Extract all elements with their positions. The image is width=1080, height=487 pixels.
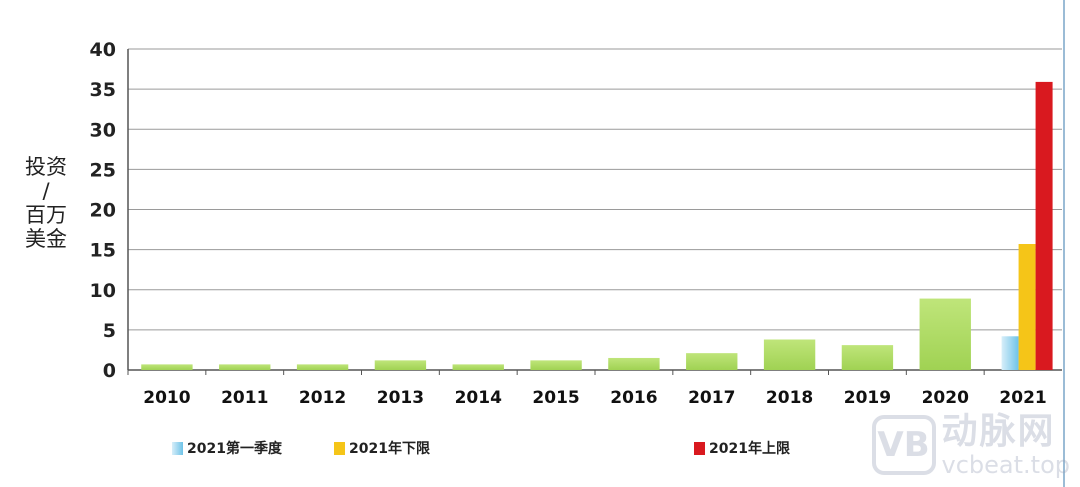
legend-swatch-lower <box>334 441 345 455</box>
y-tick-label: 35 <box>90 79 116 101</box>
x-tick-label: 2021 <box>999 388 1046 408</box>
x-tick-label: 2018 <box>766 388 813 408</box>
y-tick-label: 25 <box>90 159 116 181</box>
y-axis-title-line: 美金 <box>25 227 67 251</box>
legend-item-upper: 2021年上限 <box>694 438 790 458</box>
x-tick-label: 2016 <box>610 388 657 408</box>
bar <box>1018 244 1036 370</box>
x-tick-label: 2012 <box>299 388 346 408</box>
y-tick-label: 20 <box>90 200 116 222</box>
watermark: VB 动脉网 vcbeat.top <box>871 411 1070 479</box>
bar <box>841 345 894 370</box>
legend-swatch-q1 <box>172 441 183 455</box>
bar <box>1035 81 1053 370</box>
legend-item-q1: 2021第一季度 <box>172 438 282 458</box>
y-tick-label: 0 <box>103 360 116 382</box>
y-axis-title: 投资 / 百万 美金 <box>10 155 82 251</box>
y-tick-label: 30 <box>90 119 116 141</box>
y-tick-label: 10 <box>90 280 116 302</box>
y-tick-label: 40 <box>90 39 116 61</box>
legend-swatch-upper <box>694 441 705 455</box>
bar <box>919 298 971 370</box>
bar <box>763 339 816 370</box>
x-tick-label: 2015 <box>532 388 579 408</box>
legend-item-lower: 2021年下限 <box>334 438 430 458</box>
bar <box>296 364 349 370</box>
y-tick-label: 5 <box>103 320 116 342</box>
watermark-name: 动脉网 <box>941 411 1056 452</box>
bar <box>1001 336 1019 370</box>
watermark-url: vcbeat.top <box>941 451 1070 479</box>
legend-label-upper: 2021年上限 <box>709 441 790 457</box>
bar <box>686 353 738 370</box>
y-axis-title-line: 百万 <box>25 203 67 227</box>
y-axis-title-line: / <box>42 179 50 203</box>
x-tick-label: 2011 <box>221 388 268 408</box>
bar <box>141 364 193 370</box>
y-tick-label: 15 <box>90 240 116 262</box>
x-tick-label: 2013 <box>377 388 424 408</box>
x-tick-label: 2010 <box>143 388 190 408</box>
bar <box>374 360 427 370</box>
legend-label-q1: 2021第一季度 <box>187 441 282 457</box>
bar <box>530 360 582 370</box>
x-tick-label: 2017 <box>688 388 735 408</box>
bar <box>608 357 660 370</box>
x-tick-label: 2014 <box>455 388 502 408</box>
x-tick-label: 2019 <box>844 388 891 408</box>
x-tick-label: 2020 <box>922 388 969 408</box>
bar <box>219 364 271 370</box>
bar <box>452 364 504 370</box>
legend-label-lower: 2021年下限 <box>349 441 430 457</box>
watermark-logo-icon: VB <box>871 415 936 475</box>
y-axis-title-line: 投资 <box>25 155 67 179</box>
